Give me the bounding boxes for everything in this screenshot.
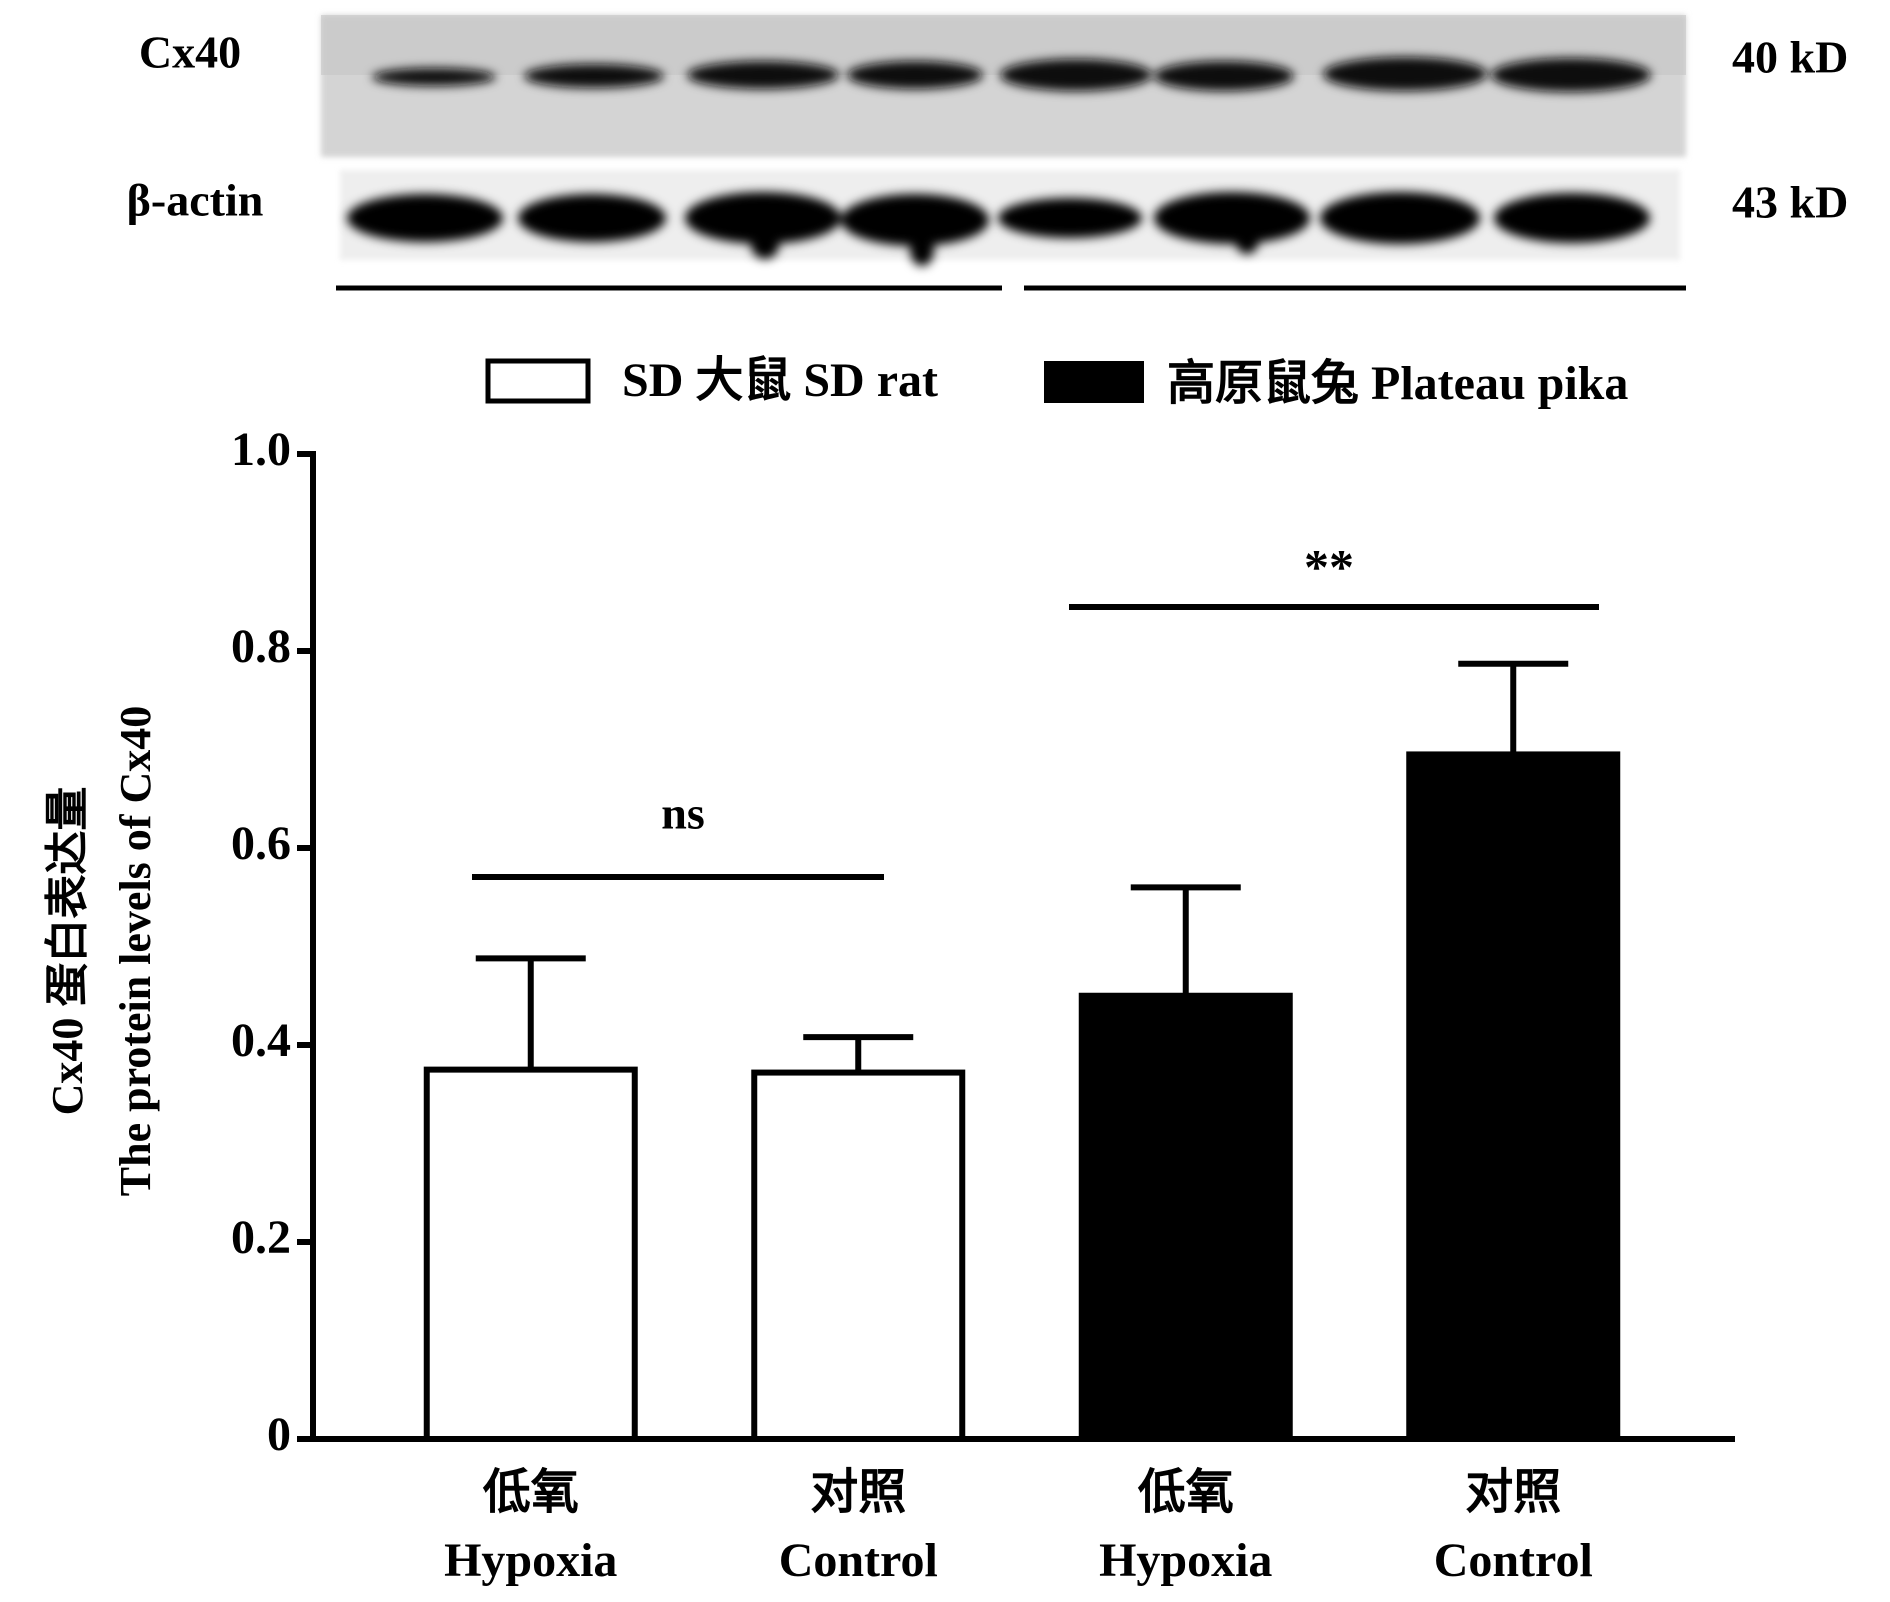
bar xyxy=(1406,751,1621,1442)
bar xyxy=(751,1069,966,1442)
bar xyxy=(423,1066,638,1442)
bar xyxy=(1078,992,1293,1442)
x-tick-label: 对照 xyxy=(1465,1466,1561,1519)
annotation: ns xyxy=(661,788,704,839)
legend-swatch xyxy=(485,358,591,404)
x-tick-label: Control xyxy=(779,1534,938,1587)
y-tick-label: 0.6 xyxy=(231,817,291,870)
x-tick-label: Hypoxia xyxy=(1099,1534,1272,1587)
y-tick-label: 1.0 xyxy=(231,423,291,476)
legend-swatch xyxy=(1044,361,1144,403)
legend-label: 高原鼠兔 Plateau pika xyxy=(1167,357,1628,410)
y-tick-label: 0.8 xyxy=(231,620,291,673)
blot-label: Cx40 xyxy=(139,27,241,78)
y-tick-label: 0.2 xyxy=(231,1211,291,1264)
x-tick-label: 低氧 xyxy=(1138,1466,1234,1519)
blot-size: 40 kD xyxy=(1732,32,1848,83)
blot-label: β-actin xyxy=(127,175,264,226)
x-tick-label: Hypoxia xyxy=(444,1534,617,1587)
x-tick-label: 低氧 xyxy=(483,1466,579,1519)
annotation: ** xyxy=(1304,538,1354,594)
x-tick-label: Control xyxy=(1434,1534,1593,1587)
legend-label: SD 大鼠 SD rat xyxy=(622,354,938,407)
western-blot xyxy=(321,15,1686,291)
blot-size: 43 kD xyxy=(1732,177,1848,228)
y-tick-label: 0 xyxy=(267,1408,291,1461)
y-tick-label: 0.4 xyxy=(231,1014,291,1067)
y-axis-label: Cx40 蛋白表达量 xyxy=(43,787,92,1116)
x-tick-label: 对照 xyxy=(810,1466,906,1519)
y-axis-label: The protein levels of Cx40 xyxy=(111,706,160,1197)
